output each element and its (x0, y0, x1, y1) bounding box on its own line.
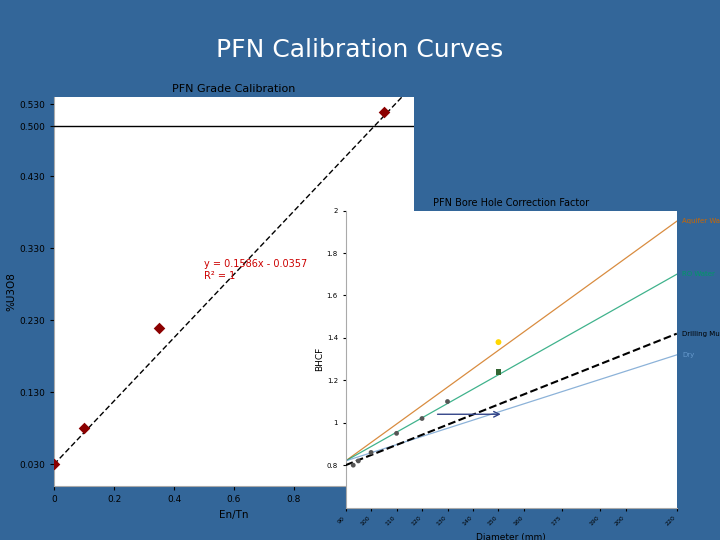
Y-axis label: BHCF: BHCF (315, 347, 324, 371)
Text: y = 0.1586x - 0.0357
R² = 1: y = 0.1586x - 0.0357 R² = 1 (204, 259, 307, 281)
Point (391, 429, 402, 437)
X-axis label: Diameter (mm): Diameter (mm) (477, 533, 546, 540)
Point (78, 424, 90, 433)
Title: PFN Bore Hole Correction Factor: PFN Bore Hole Correction Factor (433, 198, 589, 208)
Point (365, 448, 377, 457)
Text: PFN Calibration Curves: PFN Calibration Curves (217, 38, 503, 62)
Text: Aquifer Water: Aquifer Water (682, 218, 720, 224)
Point (492, 368, 504, 376)
Point (348, 461, 359, 469)
Point (153, 323, 165, 332)
Title: PFN Grade Calibration: PFN Grade Calibration (172, 84, 296, 93)
Text: RO Water: RO Water (682, 271, 715, 277)
Y-axis label: %U3O8: %U3O8 (6, 272, 17, 311)
Point (48, 460, 60, 469)
Point (492, 338, 504, 347)
X-axis label: En/Tn: En/Tn (220, 510, 248, 519)
Text: Dry: Dry (682, 352, 694, 358)
Point (416, 414, 428, 423)
Point (353, 457, 364, 465)
Point (442, 397, 454, 406)
Point (378, 107, 390, 116)
Text: Drilling Mud: Drilling Mud (682, 330, 720, 336)
